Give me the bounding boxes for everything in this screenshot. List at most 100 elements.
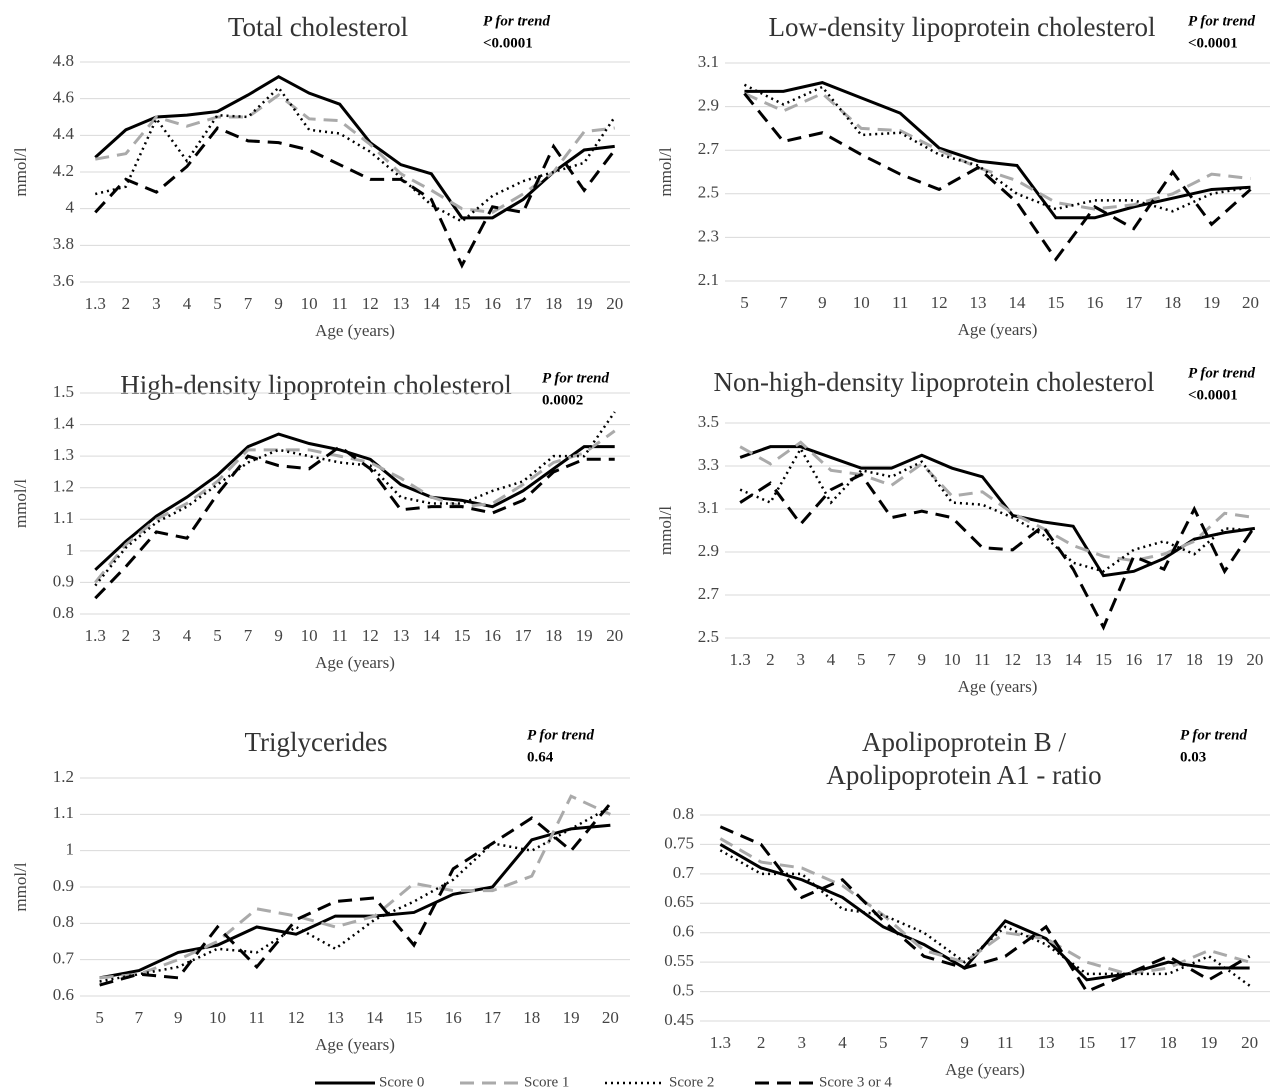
x-tick-label: 11 [249,1008,265,1027]
y-tick-label: 0.6 [673,922,694,941]
annotation-label: P for trend [542,370,609,386]
annotation-label: P for trend [527,727,594,743]
x-tick-label: 14 [1008,293,1026,312]
x-tick-label: 14 [423,626,441,645]
legend-label: Score 3 or 4 [819,1074,892,1090]
x-tick-label: 20 [1241,1033,1258,1052]
x-tick-label: 5 [879,1033,888,1052]
series-line [743,91,1251,211]
x-tick-label: 13 [1034,650,1051,669]
x-tick-label: 12 [1004,650,1021,669]
series-line [744,81,1251,220]
x-tick-label: 17 [1125,293,1143,312]
x-tick-label: 9 [274,294,283,313]
y-tick-label: 1.2 [53,767,74,786]
x-tick-label: 15 [1078,1033,1095,1052]
y-tick-label: 1 [66,840,75,859]
y-tick-label: 0.8 [53,912,74,931]
x-tick-label: 11 [974,650,990,669]
chart-panel: Apolipoprotein B /Apolipoprotein A1 - ra… [664,727,1270,1079]
series-line [94,85,616,224]
x-tick-label: 20 [606,626,623,645]
x-tick-label: 16 [484,626,501,645]
x-tick-label: 19 [576,294,593,313]
x-tick-label: 18 [1160,1033,1177,1052]
series-line [95,93,615,214]
x-tick-label: 19 [1200,1033,1217,1052]
chart-panel: Triglycerides P for trend 0.64 0.6 0.7 0.8 0.9… [11,727,630,1054]
y-tick-label: 0.75 [664,833,694,852]
x-tick-label: 19 [576,626,593,645]
y-tick-label: 0.9 [53,876,74,895]
x-tick-label: 3 [796,650,805,669]
chart-panel: High-density lipoprotein cholesterol P fo… [11,370,630,672]
x-tick-label: 11 [332,626,348,645]
x-tick-label: 1.3 [85,294,106,313]
x-tick-label: 17 [484,1008,502,1027]
y-tick-label: 2.7 [698,139,720,158]
y-tick-label: 3.6 [53,271,74,290]
y-tick-label: 2.9 [698,541,719,560]
x-axis-label: Age (years) [958,320,1038,339]
series-line [743,83,1251,213]
y-tick-label: 1.2 [53,477,74,496]
x-tick-label: 13 [327,1008,344,1027]
y-tick-label: 4.2 [53,161,74,180]
x-tick-label: 15 [453,294,470,313]
y-tick-label: 3.1 [698,498,719,517]
x-tick-label: 1.3 [730,650,751,669]
x-tick-label: 13 [392,626,409,645]
x-tick-label: 19 [563,1008,580,1027]
annotation-value: 0.03 [1180,749,1206,765]
x-tick-label: 4 [183,626,192,645]
x-axis-label: Age (years) [958,677,1038,696]
y-tick-label: 4 [66,198,75,217]
chart-title: Triglycerides [245,727,388,757]
x-tick-label: 16 [484,294,501,313]
chart-title: Non-high-density lipoprotein cholesterol [714,367,1155,397]
series-line [719,837,1251,976]
x-tick-label: 18 [1164,293,1181,312]
y-tick-label: 1.3 [53,445,74,464]
x-tick-label: 7 [887,650,896,669]
annotation-value: <0.0001 [483,35,533,51]
series-line [94,74,615,220]
series-line [719,825,1251,994]
x-tick-label: 5 [213,626,222,645]
y-tick-label: 2.3 [698,226,719,245]
y-axis-label: mmol/l [11,147,30,196]
x-tick-label: 3 [152,626,161,645]
x-tick-label: 17 [1119,1033,1137,1052]
y-tick-label: 2.5 [698,627,719,646]
series-line [739,445,1256,578]
x-tick-label: 18 [545,294,562,313]
y-tick-label: 3.3 [698,455,719,474]
x-tick-label: 7 [135,1008,144,1027]
y-axis-label: mmol/l [11,862,30,911]
x-tick-label: 19 [1216,650,1233,669]
series-line [94,411,616,587]
x-tick-label: 14 [423,294,441,313]
y-tick-label: 4.6 [53,88,74,107]
series-line [94,126,616,269]
x-tick-label: 1.3 [85,626,106,645]
x-tick-label: 17 [515,626,533,645]
series-line [99,794,611,980]
y-axis-label: mmol/l [11,479,30,528]
x-tick-label: 5 [857,650,866,669]
x-tick-label: 9 [274,626,283,645]
y-tick-label: 0.5 [673,980,694,999]
annotation-label: P for trend [1180,727,1247,743]
x-tick-label: 4 [827,650,836,669]
x-tick-label: 10 [853,293,870,312]
legend-label: Score 2 [669,1074,714,1090]
y-axis-label: mmol/l [656,506,675,555]
x-tick-label: 9 [818,293,827,312]
x-tick-label: 13 [970,293,987,312]
annotation-value: <0.0001 [1188,35,1238,51]
x-tick-label: 7 [244,626,253,645]
y-tick-label: 2.5 [698,183,719,202]
x-tick-label: 5 [213,294,222,313]
x-tick-label: 12 [362,626,379,645]
x-tick-label: 7 [244,294,253,313]
